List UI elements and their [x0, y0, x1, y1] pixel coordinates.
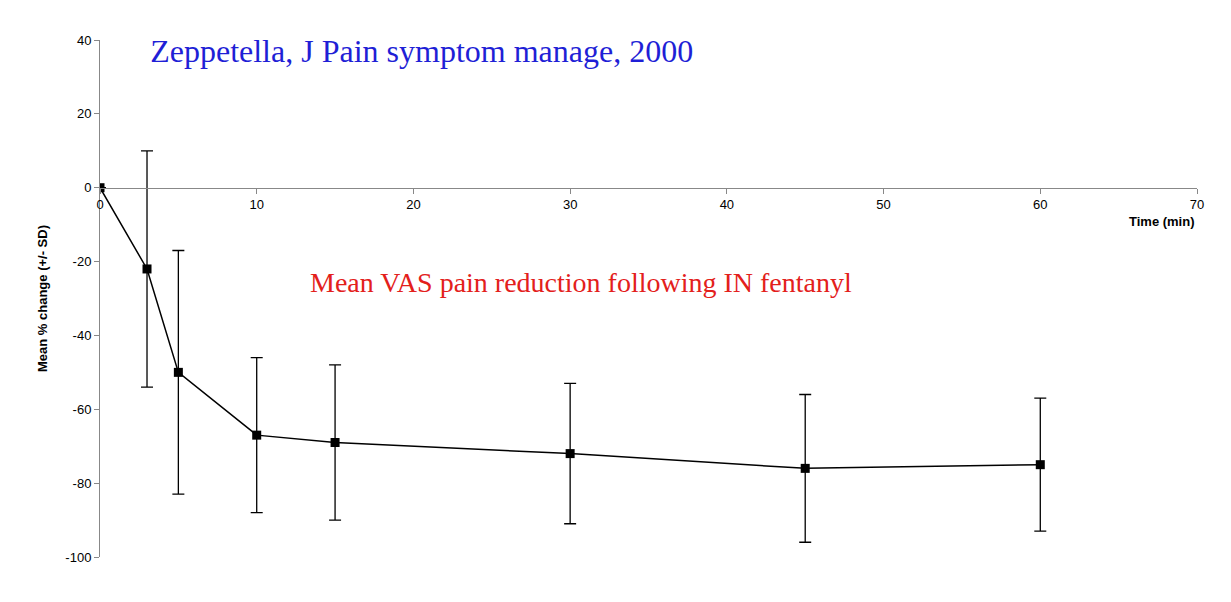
svg-text:Zeppetella, J Pain symptom man: Zeppetella, J Pain symptom manage, 2000 — [150, 33, 693, 69]
svg-text:40: 40 — [720, 197, 734, 212]
svg-text:0: 0 — [84, 180, 91, 195]
svg-text:Mean % change (+/- SD): Mean % change (+/- SD) — [35, 225, 50, 372]
svg-text:-60: -60 — [73, 402, 92, 417]
svg-text:-100: -100 — [65, 550, 91, 565]
svg-text:0: 0 — [96, 197, 103, 212]
svg-text:-40: -40 — [73, 328, 92, 343]
svg-text:70: 70 — [1190, 197, 1204, 212]
svg-text:20: 20 — [406, 197, 420, 212]
svg-text:-80: -80 — [73, 476, 92, 491]
svg-text:40: 40 — [77, 33, 91, 48]
svg-text:30: 30 — [563, 197, 577, 212]
svg-text:60: 60 — [1033, 197, 1047, 212]
svg-text:10: 10 — [249, 197, 263, 212]
svg-text:20: 20 — [77, 106, 91, 121]
svg-text:Time (min): Time (min) — [1129, 214, 1195, 229]
svg-text:50: 50 — [876, 197, 890, 212]
svg-text:Mean VAS pain reduction follow: Mean VAS pain reduction following IN fen… — [310, 267, 852, 298]
svg-text:-20: -20 — [73, 254, 92, 269]
